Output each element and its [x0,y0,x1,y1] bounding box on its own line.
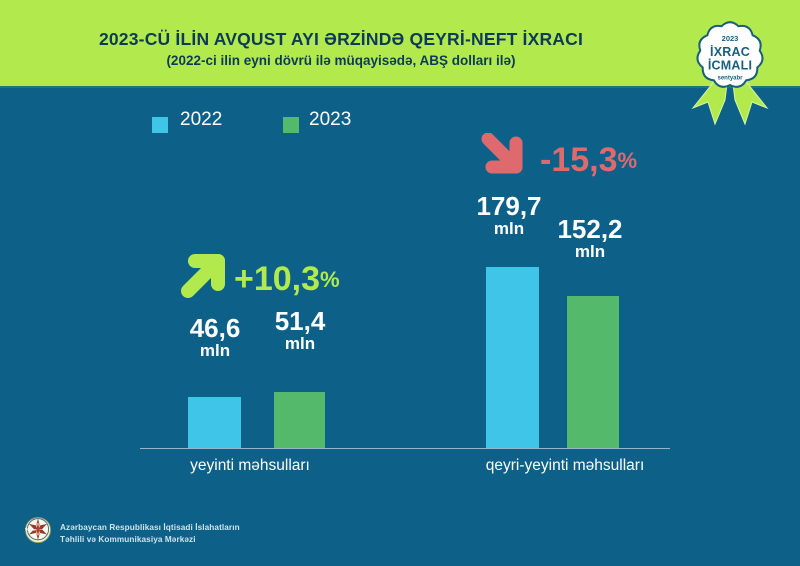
svg-text:sentyabr: sentyabr [717,76,743,82]
svg-text:İXRAC: İXRAC [710,44,750,59]
svg-text:İCMALI: İCMALI [708,58,752,73]
svg-text:2023: 2023 [722,34,739,43]
